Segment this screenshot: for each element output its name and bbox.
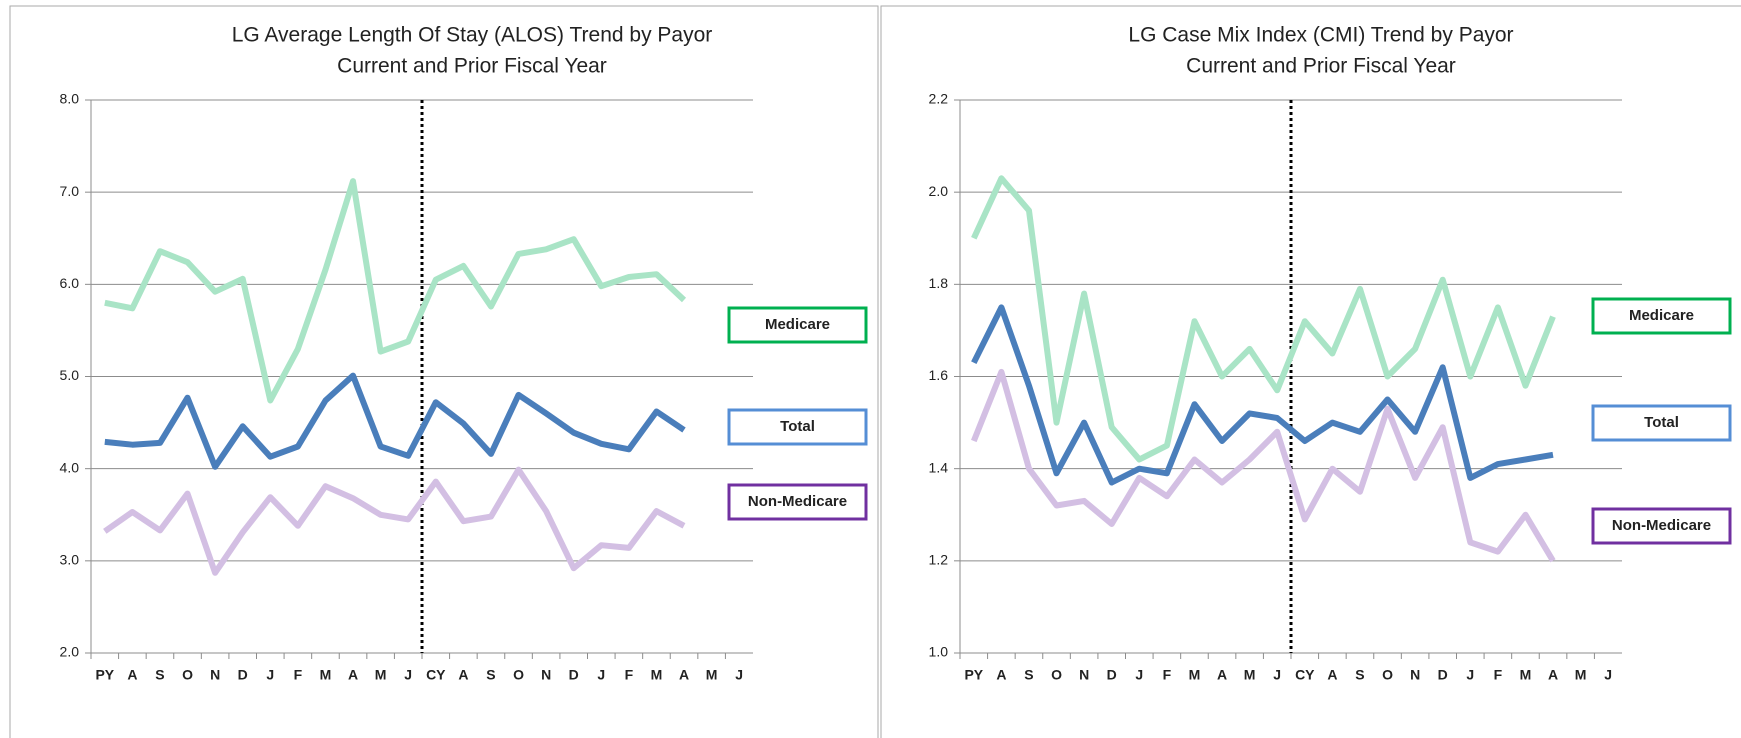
x-tick-label: F <box>1494 667 1503 683</box>
legend-label: Non-Medicare <box>748 493 847 510</box>
y-tick-label: 2.0 <box>929 183 949 199</box>
x-tick-label: J <box>266 667 274 683</box>
legend-label: Non-Medicare <box>1612 517 1711 534</box>
x-tick-label: J <box>1466 667 1474 683</box>
x-tick-label: CY <box>1295 667 1315 683</box>
series-line <box>103 466 686 576</box>
y-tick-label: 4.0 <box>60 459 80 475</box>
x-tick-label: A <box>127 667 137 683</box>
x-tick-label: J <box>735 667 743 683</box>
chart-title: LG Average Length Of Stay (ALOS) Trend b… <box>232 24 713 47</box>
x-tick-label: O <box>1382 667 1393 683</box>
x-tick-label: CY <box>426 667 446 683</box>
x-tick-label: M <box>320 667 332 683</box>
x-tick-label: S <box>486 667 495 683</box>
panel-frame <box>9 5 879 738</box>
x-tick-label: N <box>1410 667 1420 683</box>
x-tick-label: A <box>348 667 358 683</box>
x-tick-label: D <box>1438 667 1448 683</box>
x-tick-label: M <box>1189 667 1201 683</box>
chart-title: LG Case Mix Index (CMI) Trend by Payor <box>1128 24 1513 47</box>
x-tick-label: J <box>1604 667 1612 683</box>
x-tick-label: D <box>238 667 248 683</box>
series-line <box>971 304 1554 486</box>
series-line <box>104 372 686 470</box>
x-tick-label: N <box>1079 667 1089 683</box>
x-tick-label: PY <box>964 667 983 683</box>
x-tick-label: F <box>1163 667 1172 683</box>
x-tick-label: M <box>1244 667 1256 683</box>
x-tick-label: S <box>1355 667 1364 683</box>
series-line <box>971 368 1556 563</box>
x-tick-label: M <box>1520 667 1532 683</box>
x-tick-label: S <box>155 667 164 683</box>
x-tick-label: A <box>1548 667 1558 683</box>
legend-label: Medicare <box>1629 307 1694 324</box>
x-tick-label: D <box>1107 667 1117 683</box>
legend-box <box>1591 507 1732 545</box>
series-line <box>971 175 1556 463</box>
legend-label: Total <box>1644 414 1679 431</box>
legend-box <box>1591 297 1732 335</box>
x-tick-label: O <box>182 667 193 683</box>
legend-label: Medicare <box>765 316 830 333</box>
x-tick-label: N <box>541 667 551 683</box>
y-tick-label: 1.4 <box>929 459 949 475</box>
legend-box <box>727 408 868 446</box>
legend-box <box>1591 404 1732 442</box>
y-tick-label: 8.0 <box>60 91 80 107</box>
y-tick-label: 5.0 <box>60 367 80 383</box>
x-tick-label: J <box>404 667 412 683</box>
panel-frame <box>880 5 1741 738</box>
x-tick-label: J <box>1135 667 1143 683</box>
y-tick-label: 1.8 <box>929 275 949 291</box>
y-tick-label: 1.0 <box>929 644 949 660</box>
legend-box <box>727 306 868 344</box>
y-tick-label: 7.0 <box>60 183 80 199</box>
x-tick-label: O <box>1051 667 1062 683</box>
x-tick-label: F <box>625 667 634 683</box>
x-tick-label: PY <box>95 667 114 683</box>
y-tick-label: 6.0 <box>60 275 80 291</box>
x-tick-label: J <box>1273 667 1281 683</box>
x-tick-label: O <box>513 667 524 683</box>
x-tick-label: A <box>458 667 468 683</box>
y-tick-label: 1.6 <box>929 367 949 383</box>
x-tick-label: A <box>679 667 689 683</box>
x-tick-label: M <box>651 667 663 683</box>
series-line <box>104 178 687 404</box>
y-tick-label: 2.2 <box>929 91 949 107</box>
x-tick-label: A <box>1327 667 1337 683</box>
legend-box <box>727 483 868 521</box>
x-tick-label: N <box>210 667 220 683</box>
x-tick-label: J <box>597 667 605 683</box>
y-tick-label: 2.0 <box>60 644 80 660</box>
x-tick-label: F <box>294 667 303 683</box>
x-tick-label: A <box>996 667 1006 683</box>
x-tick-label: M <box>1575 667 1587 683</box>
y-tick-label: 3.0 <box>60 552 80 568</box>
legend-label: Total <box>780 418 815 435</box>
y-tick-label: 1.2 <box>929 552 949 568</box>
x-tick-label: A <box>1217 667 1227 683</box>
x-tick-label: M <box>706 667 718 683</box>
x-tick-label: D <box>569 667 579 683</box>
chart-subtitle: Current and Prior Fiscal Year <box>337 55 607 78</box>
x-tick-label: S <box>1024 667 1033 683</box>
chart-subtitle: Current and Prior Fiscal Year <box>1186 55 1456 78</box>
x-tick-label: M <box>375 667 387 683</box>
